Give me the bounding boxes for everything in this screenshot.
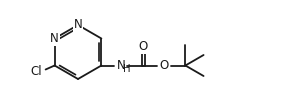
Text: O: O [139,40,148,53]
Text: N: N [50,32,59,45]
Text: Cl: Cl [30,65,42,78]
Text: N: N [74,18,82,32]
Text: H: H [123,64,131,75]
Text: N: N [117,59,126,72]
Text: O: O [160,59,169,72]
